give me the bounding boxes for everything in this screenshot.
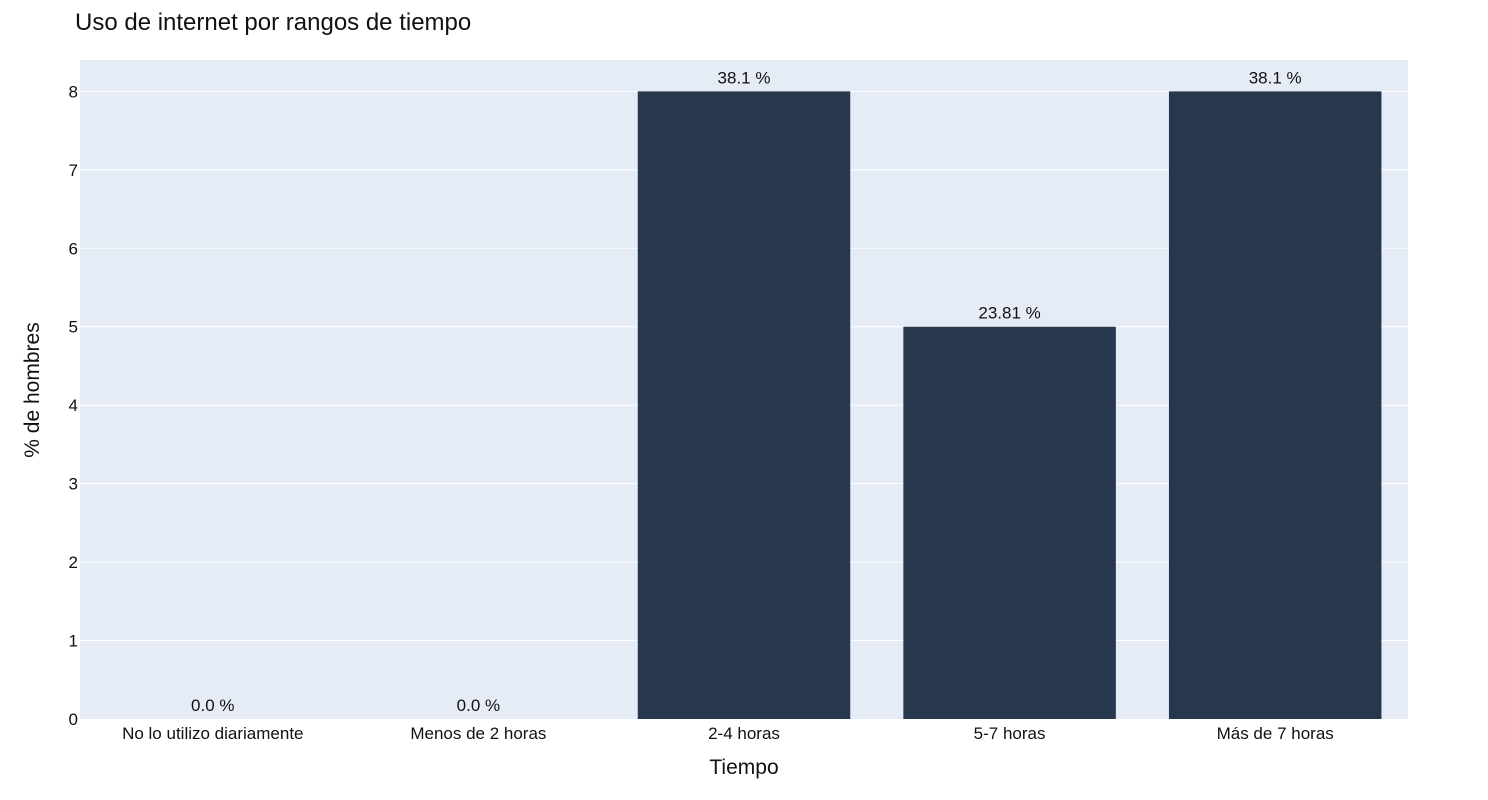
- bar-value-label: 38.1 %: [718, 68, 771, 87]
- y-tick-label: 3: [69, 475, 78, 494]
- bar-value-label: 0.0 %: [191, 696, 234, 715]
- y-tick-label: 1: [69, 632, 78, 651]
- y-tick-label: 6: [69, 239, 78, 258]
- y-tick-label: 5: [69, 318, 78, 337]
- y-tick-label: 8: [69, 82, 78, 101]
- bar: [1168, 91, 1382, 719]
- x-tick-label: Más de 7 horas: [1217, 724, 1334, 743]
- bar: [637, 91, 851, 719]
- chart-title: Uso de internet por rangos de tiempo: [75, 9, 471, 36]
- x-tick-label: Menos de 2 horas: [410, 724, 546, 743]
- bar-value-label: 23.81 %: [978, 304, 1040, 323]
- y-axis-ticks: 0 1 2 3 4 5 6 7 8: [69, 82, 78, 729]
- x-axis-ticks: No lo utilizo diariamente Menos de 2 hora…: [122, 724, 1334, 743]
- x-tick-label: No lo utilizo diariamente: [122, 724, 303, 743]
- y-tick-label: 0: [69, 710, 78, 729]
- x-tick-label: 2-4 horas: [708, 724, 780, 743]
- x-axis-title: Tiempo: [709, 756, 778, 779]
- bar-value-label: 0.0 %: [457, 696, 500, 715]
- x-tick-label: 5-7 horas: [974, 724, 1046, 743]
- y-tick-label: 4: [69, 396, 78, 415]
- bars: [637, 91, 1382, 719]
- bar: [903, 326, 1116, 719]
- bar-value-label: 38.1 %: [1249, 68, 1302, 87]
- bar-labels: 0.0 % 0.0 % 38.1 % 23.81 % 38.1 %: [191, 68, 1302, 715]
- y-tick-label: 7: [69, 161, 78, 180]
- y-axis-title: % de hombres: [21, 322, 44, 457]
- y-tick-label: 2: [69, 553, 78, 572]
